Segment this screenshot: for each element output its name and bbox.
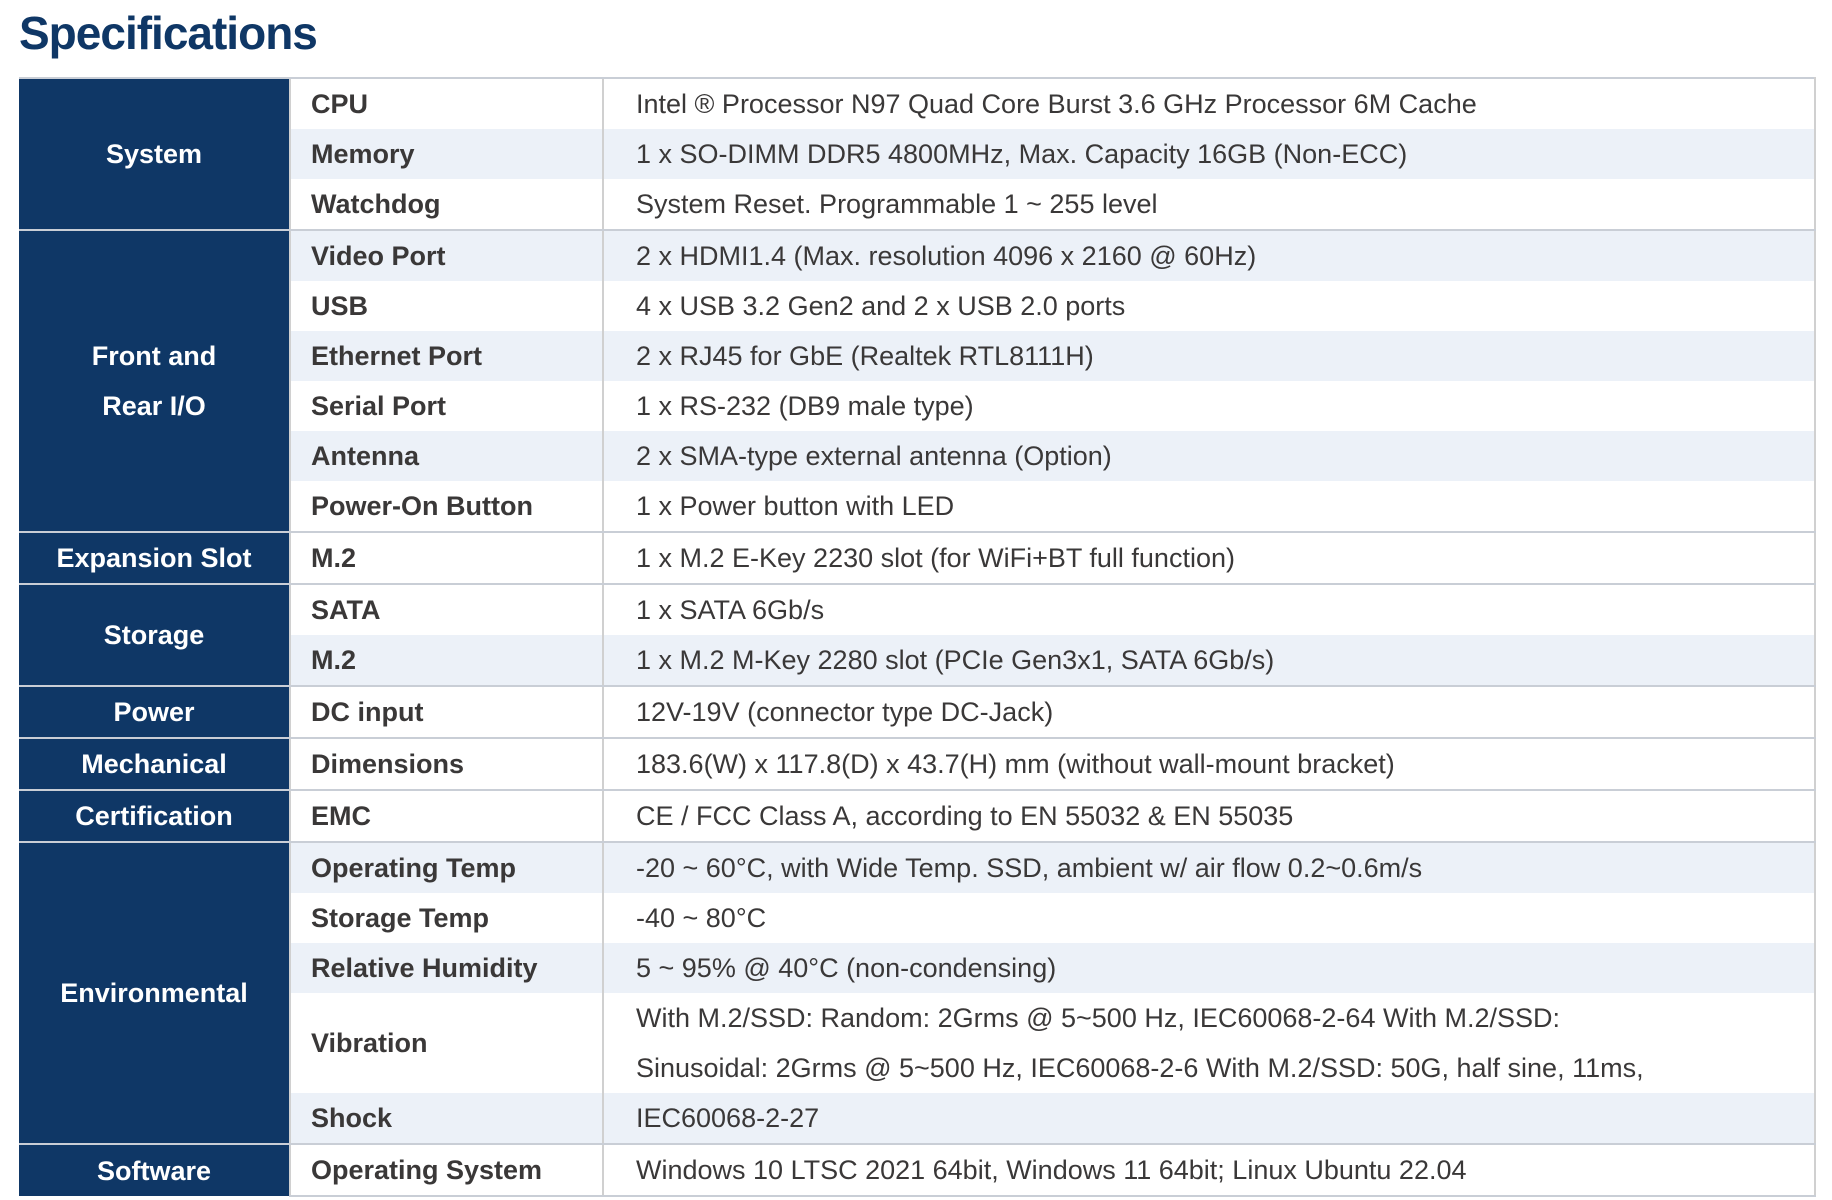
spec-label: Memory [289, 129, 603, 179]
group-header: Environmental [19, 841, 290, 1144]
spec-row: Front and Rear I/O Video Port 2 x HDMI1.4 … [19, 229, 1816, 532]
spec-label: SATA [289, 583, 603, 635]
group-header: Storage [19, 583, 290, 686]
spec-value: 1 x RS-232 (DB9 male type) [602, 381, 1816, 431]
spec-row: Shock IEC60068-2-27 [19, 1093, 1816, 1145]
group-header: Front and Rear I/O [19, 229, 290, 532]
spec-value: 2 x RJ45 for GbE (Realtek RTL8111H) [602, 331, 1816, 381]
spec-row: Antenna 2 x SMA-type external antenna (Op… [19, 431, 1816, 481]
spec-value: 12V-19V (connector type DC-Jack) [602, 685, 1816, 739]
spec-label: Operating System [289, 1143, 603, 1197]
group-header: System [19, 77, 290, 230]
spec-row: Expansion Slot M.2 1 x M.2 E-Key 2230 slot… [19, 531, 1816, 585]
spec-value: Windows 10 LTSC 2021 64bit, Windows 11 6… [602, 1143, 1816, 1197]
spec-row: USB 4 x USB 3.2 Gen2 and 2 x USB 2.0 port… [19, 281, 1816, 331]
group-header: Expansion Slot [19, 531, 290, 584]
group-header: Mechanical [19, 737, 290, 790]
spec-row: Serial Port 1 x RS-232 (DB9 male type) [19, 381, 1816, 431]
specifications-table: System CPU Intel ® Processor N97 Quad Core… [19, 77, 1816, 1197]
spec-label: M.2 [289, 635, 603, 687]
spec-value: 5 ~ 95% @ 40°C (non-condensing) [602, 943, 1816, 993]
group-header: Software [19, 1143, 290, 1196]
spec-row: Environmental Operating Temp -20 ~ 60°C, w… [19, 841, 1816, 1144]
spec-row: Ethernet Port 2 x RJ45 for GbE (Realtek R… [19, 331, 1816, 381]
spec-label: Ethernet Port [289, 331, 603, 381]
spec-value: 1 x SO-DIMM DDR5 4800MHz, Max. Capacity … [602, 129, 1816, 179]
spec-row: Memory 1 x SO-DIMM DDR5 4800MHz, Max. Cap… [19, 129, 1816, 179]
spec-value: IEC60068-2-27 [602, 1093, 1816, 1145]
spec-value: With M.2/SSD: Random: 2Grms @ 5~500 Hz, … [602, 993, 1816, 1093]
spec-row: Certification EMC CE / FCC Class A, accord… [19, 789, 1816, 843]
spec-value: 1 x M.2 E-Key 2230 slot (for WiFi+BT ful… [602, 531, 1816, 585]
spec-row: Storage SATA 1 x SATA 6Gb/s [19, 583, 1816, 686]
spec-label: Relative Humidity [289, 943, 603, 993]
spec-label: DC input [289, 685, 603, 739]
spec-label: Storage Temp [289, 893, 603, 943]
spec-label: Vibration [289, 993, 603, 1093]
spec-value: 183.6(W) x 117.8(D) x 43.7(H) mm (withou… [602, 737, 1816, 791]
spec-value-line: Sinusoidal: 2Grms @ 5~500 Hz, IEC60068-2… [636, 1053, 1644, 1083]
spec-row: Vibration With M.2/SSD: Random: 2Grms @ 5… [19, 993, 1816, 1093]
spec-row: Power-On Button 1 x Power button with LED [19, 481, 1816, 533]
spec-value: 4 x USB 3.2 Gen2 and 2 x USB 2.0 ports [602, 281, 1816, 331]
spec-label: Shock [289, 1093, 603, 1145]
spec-row: Storage Temp -40 ~ 80°C [19, 893, 1816, 943]
spec-label: Video Port [289, 229, 603, 281]
spec-label: M.2 [289, 531, 603, 585]
spec-label: EMC [289, 789, 603, 843]
page-title: Specifications [19, 7, 318, 59]
spec-value: 2 x SMA-type external antenna (Option) [602, 431, 1816, 481]
spec-value: 1 x Power button with LED [602, 481, 1816, 533]
spec-value: 1 x M.2 M-Key 2280 slot (PCIe Gen3x1, SA… [602, 635, 1816, 687]
spec-row: System CPU Intel ® Processor N97 Quad Core… [19, 77, 1816, 230]
spec-row: Power DC input 12V-19V (connector type DC-… [19, 685, 1816, 739]
spec-label: Power-On Button [289, 481, 603, 533]
group-header: Power [19, 685, 290, 738]
spec-value: CE / FCC Class A, according to EN 55032 … [602, 789, 1816, 843]
spec-row: Relative Humidity 5 ~ 95% @ 40°C (non-con… [19, 943, 1816, 993]
spec-label: Antenna [289, 431, 603, 481]
spec-value-line: With M.2/SSD: Random: 2Grms @ 5~500 Hz, … [636, 1003, 1560, 1033]
spec-value: 1 x SATA 6Gb/s [602, 583, 1816, 635]
spec-row: Mechanical Dimensions 183.6(W) x 117.8(D) … [19, 737, 1816, 791]
spec-value: Intel ® Processor N97 Quad Core Burst 3.… [602, 77, 1816, 129]
spec-row: Software Operating System Windows 10 LTSC … [19, 1143, 1816, 1197]
group-header: Certification [19, 789, 290, 842]
spec-label: CPU [289, 77, 603, 129]
spec-label: Serial Port [289, 381, 603, 431]
spec-value: 2 x HDMI1.4 (Max. resolution 4096 x 2160… [602, 229, 1816, 281]
spec-label: Operating Temp [289, 841, 603, 893]
spec-row: Watchdog System Reset. Programmable 1 ~ 2… [19, 179, 1816, 231]
spec-row: M.2 1 x M.2 M-Key 2280 slot (PCIe Gen3x1,… [19, 635, 1816, 687]
spec-label: Watchdog [289, 179, 603, 231]
spec-label: Dimensions [289, 737, 603, 791]
spec-label: USB [289, 281, 603, 331]
spec-value: -20 ~ 60°C, with Wide Temp. SSD, ambient… [602, 841, 1816, 893]
spec-value: -40 ~ 80°C [602, 893, 1816, 943]
spec-value: System Reset. Programmable 1 ~ 255 level [602, 179, 1816, 231]
